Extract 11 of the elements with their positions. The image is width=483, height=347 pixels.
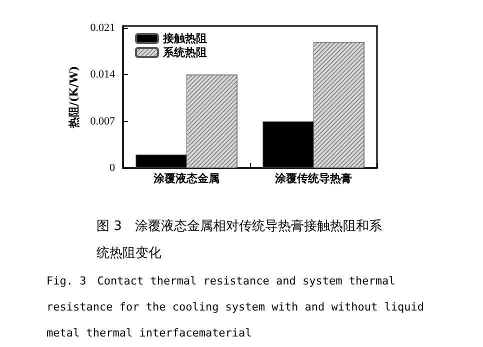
y-tick-label: 0.021 <box>90 22 115 34</box>
y-tick-label: 0 <box>110 162 116 174</box>
y-tick-label: 0.014 <box>90 68 116 81</box>
caption: Fig. 3 Contact thermal resistance and system thermal resistance for the cooling system with and without liquid metal thermal interfacematerial <box>46 274 431 340</box>
caption: 图 3 涂覆液态金属相对传统导热膏接触热阻和系统热阻变化 <box>96 219 382 261</box>
x-tick-label: 涂覆液态金属 <box>152 172 220 185</box>
y-axis-title: 热阻/(K/W) <box>67 66 80 130</box>
x-tick-label: 涂覆传统导热膏 <box>274 172 352 185</box>
legend-label: 接触热阻 <box>162 32 207 45</box>
y-tick-label: 0.007 <box>90 115 116 128</box>
legend-label: 系统热阻 <box>162 46 207 59</box>
